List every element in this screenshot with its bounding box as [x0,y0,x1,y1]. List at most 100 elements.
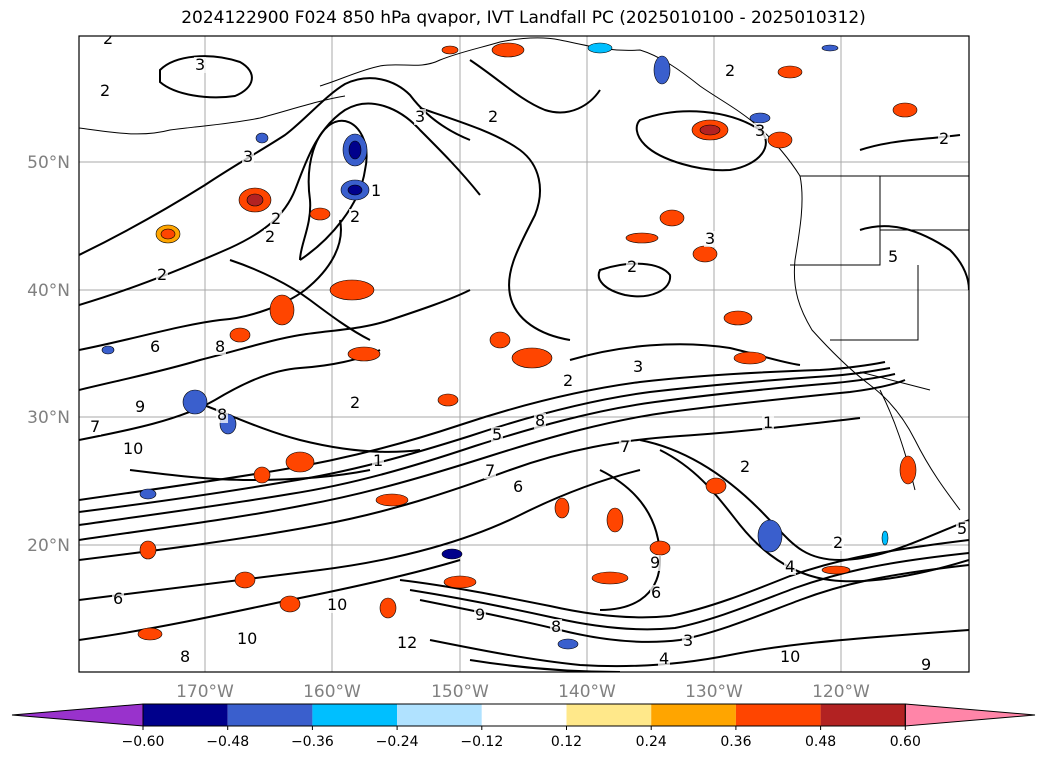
contour-label-bg [214,339,226,355]
contour-label-bg [682,633,694,649]
colorbar-tick-label: 0.60 [890,734,921,750]
negative-anomaly [821,44,839,52]
positive-anomaly [437,393,459,407]
contour-label: 10 [780,647,800,666]
contour-label-bg [349,209,361,225]
contour-label: 2 [627,257,637,276]
positive-anomaly [329,279,375,301]
contour-label-bg [89,419,101,435]
lat-label: 20°N [27,536,70,556]
contour-line [569,343,801,366]
contour-label: 2 [265,227,275,246]
positive-anomaly [375,493,409,507]
contour-line [79,367,891,513]
contour-label-bg [99,83,111,99]
contour-label-bg [938,131,950,147]
contour-label: 3 [195,55,205,74]
lon-label: 140°W [558,682,616,702]
contour-label: 4 [659,649,669,668]
colorbar-segment [566,704,652,726]
contour-line [79,417,861,561]
contour-label: 10 [237,629,257,648]
contour-label-bg [102,36,114,47]
contour-label: 9 [921,655,931,674]
colorbar-segments [11,703,1036,727]
colorbar-segment [312,704,398,726]
contour-label: 8 [217,405,227,424]
positive-anomaly [246,193,264,207]
positive-anomaly [699,124,721,136]
contour-label-bg [724,63,736,79]
aleutian-coast [79,95,346,135]
contour-label-bg [134,399,146,415]
contour-label-bg [779,649,801,665]
map-frame [78,35,970,673]
contour-line [639,439,969,562]
contour-label: 8 [551,617,561,636]
contour-label-bg [762,415,774,431]
contour-label: 5 [492,425,502,444]
contour-line [79,373,896,526]
contour-label-bg [149,339,161,355]
positive-anomaly [511,347,553,369]
contour-label: 9 [475,605,485,624]
colorbar-tick-label: −0.36 [291,734,334,750]
contour-line [159,55,253,99]
colorbar-tick-label: −0.24 [376,734,419,750]
state-border-3 [830,265,919,341]
contour-label-bg [626,259,638,275]
contour-label: 3 [243,147,253,166]
contour-label-bg [156,267,168,283]
contour-label: 9 [650,553,660,572]
contour-label: 6 [150,337,160,356]
contour-line [419,564,969,643]
contour-line [129,469,371,482]
colorbar-frame [142,703,906,727]
negative-anomaly [587,42,613,54]
contour-label-bg [784,559,796,575]
qvapor-anomaly-fills [101,42,918,650]
positive-anomaly [767,131,793,149]
longitude-labels: 170°W 160°W 150°W 140°W 130°W 120°W [176,682,870,702]
positive-anomaly [229,327,251,343]
positive-anomaly [723,310,753,326]
contour-label: 2 [350,207,360,226]
positive-anomaly [625,232,659,244]
colorbar-tick-label: 0.36 [720,734,751,750]
contour-label-bg [179,649,191,665]
contour-label: 3 [633,357,643,376]
colorbar-segment [481,704,567,726]
colorbar-tick-label: −0.60 [122,734,165,750]
colorbar-extend-high [904,703,1036,727]
contour-line [79,102,481,306]
contour-label: 3 [755,121,765,140]
negative-anomaly [757,519,783,553]
colorbar-segment [143,704,228,726]
contour-label: 6 [113,589,123,608]
contour-line [635,110,767,172]
lon-label: 130°W [685,682,743,702]
contour-label: 3 [415,107,425,126]
contour-line [419,107,571,341]
colorbar-tick-label: −0.12 [460,734,503,750]
contour-line [79,349,381,441]
colorbar-tick-label: −0.48 [206,734,249,750]
contour-line [79,77,471,256]
contour-line [79,379,906,541]
contour-label-bg [491,427,503,443]
contour-label: 2 [740,457,750,476]
contour-label-bg [487,109,499,125]
contour-label-bg [122,441,144,457]
contour-label: 10 [327,595,347,614]
colorbar-segment [227,704,313,726]
contour-label: 1 [371,181,381,200]
positive-anomaly [777,65,803,79]
positive-anomaly [137,627,163,641]
contour-label: 2 [350,393,360,412]
colorbar-segment [651,704,736,726]
positive-anomaly [606,507,624,533]
negative-anomaly [139,488,157,500]
positive-anomaly [139,540,157,560]
contour-label-bg [236,631,258,647]
positive-anomaly [441,45,459,55]
